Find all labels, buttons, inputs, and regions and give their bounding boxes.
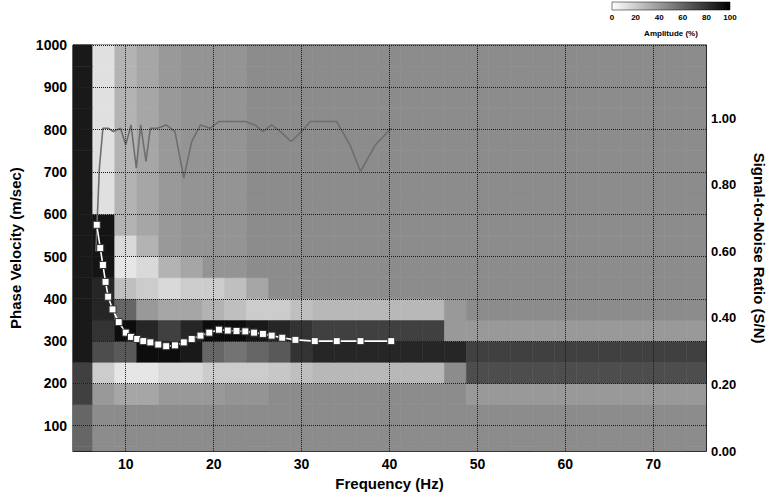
svg-text:800: 800 bbox=[44, 122, 68, 138]
svg-text:20: 20 bbox=[631, 13, 640, 22]
svg-text:70: 70 bbox=[645, 456, 661, 472]
svg-text:Amplitude (%): Amplitude (%) bbox=[644, 29, 698, 38]
svg-text:900: 900 bbox=[44, 79, 68, 95]
svg-text:Phase Velocity (m/sec): Phase Velocity (m/sec) bbox=[7, 167, 24, 329]
svg-text:0.20: 0.20 bbox=[711, 377, 736, 392]
svg-text:200: 200 bbox=[44, 375, 68, 391]
svg-text:30: 30 bbox=[294, 456, 310, 472]
svg-text:400: 400 bbox=[44, 291, 68, 307]
svg-text:700: 700 bbox=[44, 164, 68, 180]
svg-text:40: 40 bbox=[655, 13, 664, 22]
svg-text:1.00: 1.00 bbox=[711, 111, 736, 126]
svg-text:0.60: 0.60 bbox=[711, 244, 736, 259]
svg-text:0.80: 0.80 bbox=[711, 177, 736, 192]
svg-text:300: 300 bbox=[44, 333, 68, 349]
svg-text:100: 100 bbox=[44, 418, 68, 434]
svg-text:0.40: 0.40 bbox=[711, 310, 736, 325]
svg-text:10: 10 bbox=[118, 456, 134, 472]
svg-text:50: 50 bbox=[470, 456, 486, 472]
svg-text:40: 40 bbox=[382, 456, 398, 472]
svg-text:Signal-to-Noise Ratio (S/N): Signal-to-Noise Ratio (S/N) bbox=[751, 153, 768, 344]
svg-text:100: 100 bbox=[723, 13, 737, 22]
svg-text:1000: 1000 bbox=[36, 37, 67, 53]
svg-text:500: 500 bbox=[44, 249, 68, 265]
svg-text:20: 20 bbox=[206, 456, 222, 472]
svg-text:600: 600 bbox=[44, 206, 68, 222]
svg-text:80: 80 bbox=[702, 13, 711, 22]
svg-text:Frequency (Hz): Frequency (Hz) bbox=[335, 475, 443, 492]
svg-text:60: 60 bbox=[678, 13, 687, 22]
svg-text:0: 0 bbox=[610, 13, 615, 22]
svg-text:0.00: 0.00 bbox=[711, 444, 736, 459]
svg-text:60: 60 bbox=[558, 456, 574, 472]
